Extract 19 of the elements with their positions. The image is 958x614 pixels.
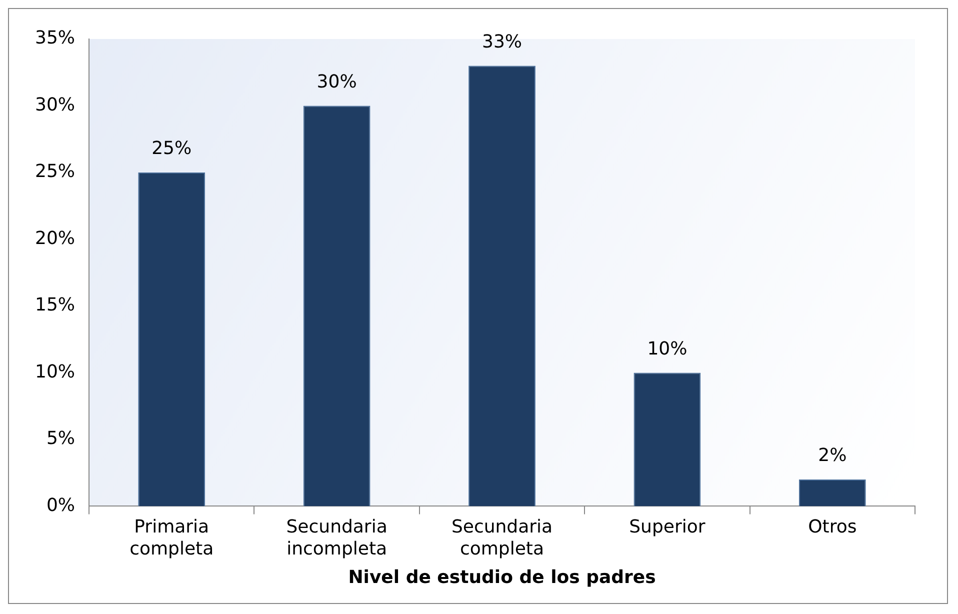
y-tick-label: 10% (34, 361, 76, 382)
x-tick-label: Secundaria completa (451, 516, 553, 560)
data-label: 30% (316, 71, 357, 92)
data-label: 10% (647, 338, 688, 360)
y-tick-label: 25% (34, 161, 76, 182)
y-tick-label: 35% (34, 28, 76, 49)
y-tick-label: 15% (34, 294, 76, 316)
y-tick-label: 5% (46, 428, 76, 450)
x-tick-label: Primaria completa (130, 516, 214, 560)
y-tick-label: 30% (34, 94, 76, 116)
x-tick-label: Otros (808, 516, 857, 538)
data-label: 2% (818, 445, 847, 466)
y-tick-label: 0% (46, 494, 76, 516)
x-axis-title: Nivel de estudio de los padres (348, 566, 656, 588)
x-tick-label: Superior (629, 516, 706, 538)
data-label: 25% (152, 138, 192, 160)
data-label: 33% (482, 31, 522, 52)
x-tick-label: Secundaria incompleta (286, 516, 388, 560)
y-tick-label: 20% (34, 228, 76, 249)
